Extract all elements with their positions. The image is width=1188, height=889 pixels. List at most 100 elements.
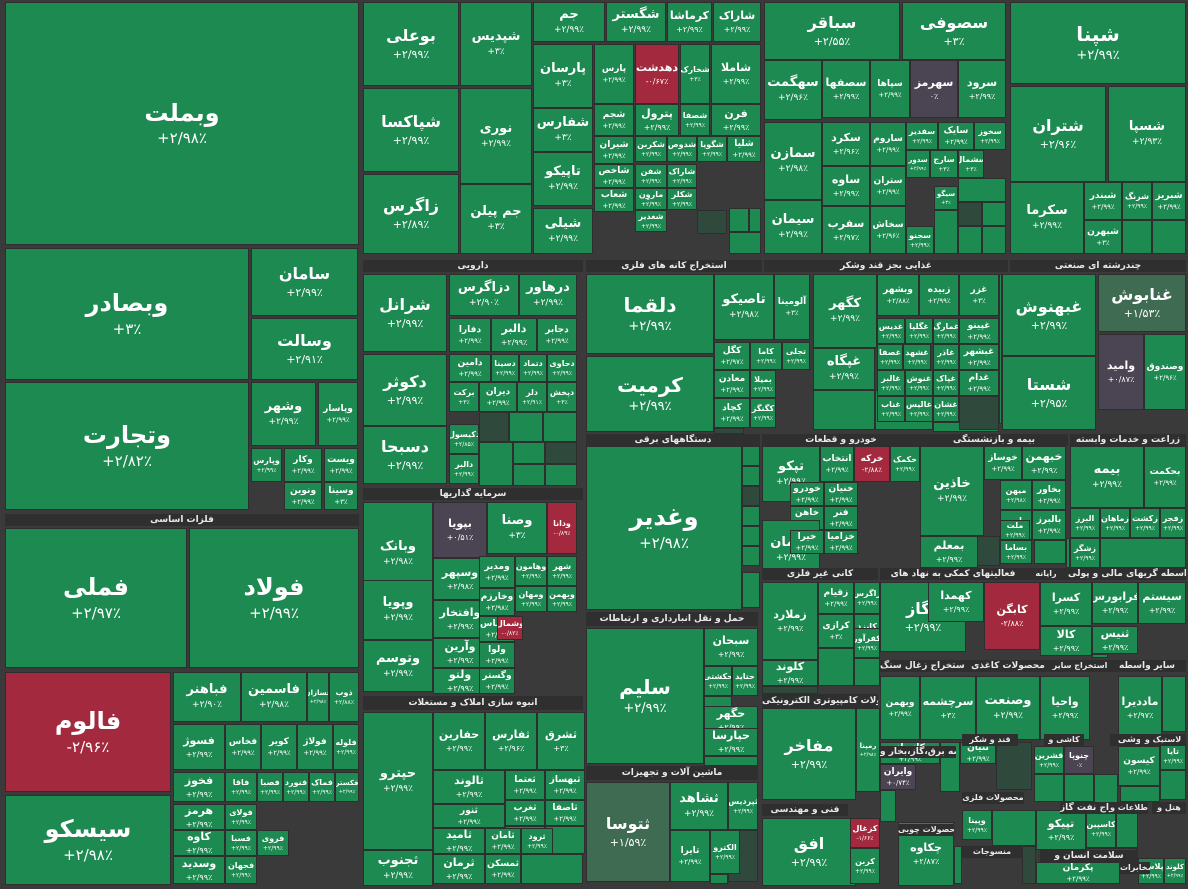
- stock-tile[interactable]: زبیده +۲/۹۹٪: [919, 274, 959, 316]
- stock-tile[interactable]: شتران +۲/۹۶٪: [1010, 86, 1106, 182]
- stock-tile[interactable]: افق +۲/۹۹٪: [762, 818, 856, 886]
- stock-tile[interactable]: بوعلی +۲/۹۹٪: [363, 2, 459, 86]
- stock-tile[interactable]: دیران +۲/۹۹٪: [479, 382, 517, 412]
- stock-tile[interactable]: فولای +۲/۹۹٪: [225, 804, 257, 830]
- stock-tile[interactable]: شبهرن +۳٪: [1084, 220, 1122, 254]
- stock-tile[interactable]: بمعلم +۲/۹۹٪: [920, 536, 978, 568]
- stock-tile[interactable]: ولتو +۲/۹۹٪: [433, 668, 487, 694]
- stock-tile[interactable]: فخوز +۲/۹۹٪: [173, 772, 225, 802]
- stock-tile[interactable]: سایک +۲/۹۹٪: [938, 122, 974, 150]
- stock-tile[interactable]: فنر +۲/۹۹٪: [824, 506, 858, 530]
- stock-tile[interactable]: خبهمن +۲/۹۹٪: [1022, 446, 1066, 480]
- stock-tile[interactable]: ماددیرا +۲/۹۷٪: [1118, 676, 1162, 740]
- stock-tile[interactable]: خیرا +۲/۹۹٪: [790, 530, 824, 554]
- stock-tile[interactable]: سفدیر +۲/۹۹٪: [906, 122, 938, 150]
- stock-tile[interactable]: وگستر +۲/۹۹٪: [479, 668, 515, 694]
- stock-tile[interactable]: شرانل +۲/۹۹٪: [363, 274, 447, 352]
- stock-tile[interactable]: غناب +۲/۹۹٪: [877, 396, 905, 422]
- stock-tile[interactable]: سکرما +۲/۹۹٪: [1010, 182, 1084, 254]
- stock-tile[interactable]: ویست +۲/۹۹٪: [324, 448, 358, 482]
- stock-tile[interactable]: سباقر +۲/۵۵٪: [764, 2, 900, 60]
- stock-tile[interactable]: سخاش +۲/۹۶٪: [870, 206, 906, 254]
- stock-tile[interactable]: شگویا +۲/۹۹٪: [697, 136, 727, 162]
- stock-tile[interactable]: زکشت +۲/۹۹٪: [1130, 508, 1160, 538]
- stock-tile[interactable]: شگستر +۲/۹۹٪: [606, 2, 666, 42]
- stock-tile[interactable]: شصفا +۲/۹۹٪: [680, 104, 710, 136]
- stock-tile[interactable]: سصوفی +۳٪: [902, 2, 1006, 60]
- stock-tile[interactable]: شبریز +۲/۹۹٪: [1152, 182, 1186, 220]
- stock-tile[interactable]: وبملت +۲/۹۸٪: [5, 2, 359, 245]
- stock-tile[interactable]: ذوب +۲/۸۸٪: [329, 672, 359, 722]
- stock-tile[interactable]: ثنیان +۲/۹۹٪: [960, 742, 996, 764]
- stock-tile[interactable]: پترول +۲/۹۹٪: [635, 104, 679, 136]
- stock-tile[interactable]: ثالوند +۲/۹۹٪: [433, 770, 505, 804]
- stock-tile[interactable]: سشمال +۳٪: [958, 150, 984, 178]
- stock-tile[interactable]: پکرمان +۲/۹۹٪: [1036, 862, 1120, 884]
- stock-tile[interactable]: کویر +۲/۹۹٪: [261, 724, 297, 770]
- stock-tile[interactable]: غبهنوش +۲/۹۹٪: [1002, 274, 1096, 356]
- stock-tile[interactable]: سکرد +۲/۹۶٪: [822, 122, 870, 166]
- stock-tile[interactable]: وصنعت +۲/۹۹٪: [976, 676, 1040, 740]
- stock-tile[interactable]: فماک +۲/۹۹٪: [309, 772, 335, 802]
- stock-tile[interactable]: زقیام +۲/۹۹٪: [818, 582, 854, 614]
- stock-tile[interactable]: دامین +۲/۹۹٪: [449, 354, 491, 382]
- stock-tile[interactable]: رمپنا +۲/۹۸٪: [856, 708, 880, 792]
- stock-tile[interactable]: شرنگ +۲/۹۹٪: [1122, 182, 1152, 220]
- stock-tile[interactable]: ثفارس +۲/۹۶٪: [485, 712, 537, 770]
- stock-tile[interactable]: دجابر +۲/۹۹٪: [537, 318, 577, 352]
- stock-tile[interactable]: سارج +۳٪: [930, 150, 958, 178]
- stock-tile[interactable]: میهن +۲/۹۸٪: [1000, 480, 1032, 510]
- stock-tile[interactable]: قشرین +۲/۹۹٪: [1034, 746, 1064, 774]
- stock-tile[interactable]: ثپردیس +۲/۹۹٪: [728, 782, 758, 830]
- stock-tile[interactable]: فروی +۲/۹۹٪: [257, 830, 289, 856]
- stock-tile[interactable]: فسازان +۲/۹۸٪: [307, 672, 329, 722]
- stock-tile[interactable]: وسالت +۲/۹۱٪: [251, 318, 358, 380]
- stock-tile[interactable]: سدور +۲/۹۹٪: [906, 150, 930, 178]
- stock-tile[interactable]: ثغرب +۲/۹۹٪: [505, 800, 545, 826]
- stock-tile[interactable]: خرکه -۲/۸۸٪: [854, 446, 890, 482]
- stock-tile[interactable]: ثنیس +۲/۹۹٪: [1092, 626, 1138, 654]
- stock-tile[interactable]: فنورد +۲/۹۹٪: [283, 772, 309, 802]
- stock-tile[interactable]: وبشهر +۲/۸۸٪: [877, 274, 919, 316]
- stock-tile[interactable]: تایرا +۲/۹۹٪: [670, 830, 710, 882]
- stock-tile[interactable]: خکمک +۲/۹۹٪: [890, 446, 920, 482]
- stock-tile[interactable]: وغدیر +۲/۹۸٪: [586, 446, 742, 610]
- stock-tile[interactable]: شبندر +۲/۹۹٪: [1084, 182, 1122, 220]
- stock-tile[interactable]: سپاها +۲/۹۹٪: [870, 60, 910, 118]
- stock-tile[interactable]: کگل +۲/۹۷٪: [714, 342, 750, 370]
- stock-tile[interactable]: هرمز +۲/۹۹٪: [173, 804, 225, 830]
- stock-tile[interactable]: کفرآور +۲/۹۹٪: [854, 628, 880, 658]
- stock-tile[interactable]: فولاد +۲/۹۹٪: [189, 528, 359, 668]
- stock-tile[interactable]: فسبا +۲/۹۹٪: [225, 830, 257, 856]
- stock-tile[interactable]: تایا +۲/۹۹٪: [1160, 742, 1186, 770]
- stock-tile[interactable]: کزغال -۱/۶۶٪: [850, 818, 880, 848]
- stock-tile[interactable]: کربن +۲/۹۹٪: [850, 848, 880, 884]
- stock-tile[interactable]: ثشرق +۳٪: [537, 712, 585, 770]
- stock-tile[interactable]: کرماشا +۲/۹۹٪: [667, 2, 712, 42]
- stock-tile[interactable]: ثاصفا +۲/۹۹٪: [545, 800, 585, 826]
- stock-tile[interactable]: البرز +۲/۹۹٪: [1070, 508, 1100, 538]
- stock-tile[interactable]: دکیسول +۲/۸۵٪: [449, 424, 479, 454]
- stock-tile[interactable]: غپینو +۲/۹۹٪: [959, 318, 999, 344]
- stock-tile[interactable]: ومهان +۲/۹۹٪: [515, 586, 547, 612]
- stock-tile[interactable]: الکترو +۲/۹۹٪: [710, 830, 740, 874]
- stock-tile[interactable]: زاگرس +۲/۸۹٪: [363, 174, 459, 254]
- stock-tile[interactable]: ودانا -۰/۸۹٪: [547, 502, 577, 554]
- stock-tile[interactable]: غنوش +۲/۹۹٪: [905, 370, 933, 396]
- stock-tile[interactable]: شلیا +۲/۹۹٪: [727, 136, 761, 162]
- stock-tile[interactable]: فلوله +۲/۹۹٪: [333, 724, 359, 770]
- stock-tile[interactable]: کسرا +۲/۹۹٪: [1040, 582, 1092, 626]
- stock-tile[interactable]: سصفها +۲/۹۹٪: [822, 60, 870, 118]
- stock-tile[interactable]: دتماد +۲/۹۹٪: [519, 354, 547, 382]
- stock-tile[interactable]: کاوه +۲/۹۹٪: [173, 830, 225, 856]
- stock-tile[interactable]: وسدید +۲/۹۹٪: [173, 856, 225, 884]
- stock-tile[interactable]: سمازن +۲/۹۸٪: [764, 122, 822, 200]
- stock-tile[interactable]: سهرمز ۰٪: [910, 60, 958, 118]
- stock-tile[interactable]: ستران +۲/۹۹٪: [870, 166, 906, 206]
- stock-tile[interactable]: کرازی +۳٪: [818, 614, 854, 648]
- stock-tile[interactable]: غصفا +۲/۹۹٪: [877, 344, 903, 370]
- stock-tile[interactable]: وبصادر +۳٪: [5, 248, 249, 380]
- stock-tile[interactable]: مفاخر +۲/۹۹٪: [762, 708, 856, 800]
- stock-tile[interactable]: وایران +۰/۷۴٪: [880, 764, 916, 790]
- stock-tile[interactable]: آلومینا +۳٪: [774, 274, 810, 340]
